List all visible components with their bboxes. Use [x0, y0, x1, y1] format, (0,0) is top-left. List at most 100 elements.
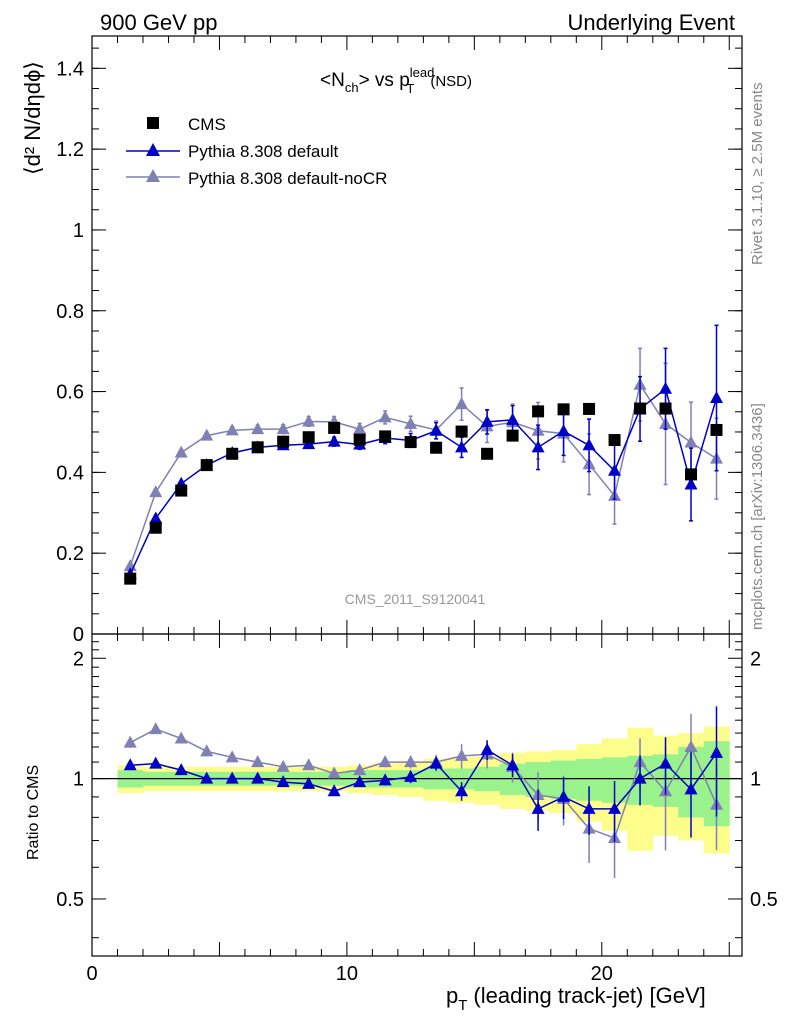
nocr-ratio-point [251, 755, 265, 768]
default-ratio-point [276, 775, 290, 788]
nocr-ratio-line [129, 728, 718, 840]
default-ratio-point [684, 782, 698, 795]
x-tick-label: 20 [591, 963, 613, 985]
default-ratio-point [378, 773, 392, 786]
default-ratio-point [200, 771, 214, 784]
default-point [455, 440, 469, 453]
cms-point [583, 402, 596, 415]
header-left: 900 GeV pp [100, 10, 217, 35]
y-tick-label: 1 [73, 220, 84, 242]
header-right: Underlying Event [567, 10, 735, 35]
nocr-point [276, 422, 290, 435]
cms-point [251, 441, 264, 454]
default-ratio-point [429, 756, 443, 769]
default-ratio-point [225, 771, 239, 784]
default-point [684, 477, 698, 490]
y-tick-label: 0.2 [56, 543, 84, 565]
cms-point [302, 431, 315, 444]
y-axis-label-main: ⟨d² N/dηdϕ⟩ [20, 61, 45, 175]
cms-point [175, 484, 188, 497]
legend-label-cms: CMS [188, 115, 226, 134]
y-tick-label: 0 [73, 624, 84, 646]
nocr-ratio-point [302, 758, 316, 771]
legend-label-nocr: Pythia 8.308 default-noCR [188, 169, 387, 188]
default-ratio-point [506, 758, 520, 771]
nocr-point [684, 435, 698, 448]
ratio-y-tick-label-right: 0.5 [750, 889, 778, 911]
ratio-panel: 0.5 0.51 12 20 10 20 [56, 633, 778, 985]
cms-point [353, 433, 366, 446]
cms-point [455, 425, 468, 438]
default-point [608, 463, 622, 476]
nocr-ratio-point [123, 735, 137, 748]
default-ratio-point [531, 801, 545, 814]
cms-point [149, 521, 162, 534]
nocr-ratio-point [455, 748, 469, 761]
default-ratio-point [710, 745, 724, 758]
nocr-point [404, 416, 418, 429]
legend-marker-default [146, 143, 160, 156]
legend-label-default: Pythia 8.308 default [188, 142, 339, 161]
y-axis-label-ratio: Ratio to CMS [25, 765, 42, 860]
default-point [659, 381, 673, 394]
nocr-point [353, 422, 367, 435]
cms-point [404, 436, 417, 449]
default-ratio-point [327, 784, 341, 797]
cms-point [277, 435, 290, 448]
default-line [129, 387, 718, 575]
nocr-ratio-point [378, 755, 392, 768]
main-panel: 0 0.2 0.4 0.6 0.8 1 1.2 1.4 CMS_2011_S9120041 <… [56, 35, 743, 646]
ratio-frame [91, 633, 743, 957]
cms-point [328, 421, 341, 434]
cms-point [710, 423, 723, 436]
nocr-ratio-point [225, 750, 239, 763]
default-ratio-point [404, 769, 418, 782]
y-tick-label: 1.2 [56, 139, 84, 161]
nocr-point [149, 485, 163, 498]
default-ratio-point [633, 771, 647, 784]
x-tick-label: 10 [336, 963, 358, 985]
cms-point [481, 447, 494, 460]
default-point [582, 438, 596, 451]
default-ratio-point [659, 756, 673, 769]
default-point [149, 511, 163, 524]
default-point [429, 423, 443, 436]
y-tick-label: 1.4 [56, 58, 84, 80]
default-point [531, 440, 545, 453]
default-ratio-point [353, 775, 367, 788]
default-point [480, 414, 494, 427]
nocr-point [378, 410, 392, 423]
ratio-y-tick-label: 2 [73, 648, 84, 670]
main-plot-area: 0 0.2 0.4 0.6 0.8 1 1.2 1.4 [56, 35, 743, 646]
nocr-ratio-point [684, 739, 698, 752]
nocr-ratio-point [149, 722, 163, 735]
default-ratio-point [455, 784, 469, 797]
legend-marker-nocr [146, 169, 160, 182]
default-ratio-point [582, 801, 596, 814]
ratio-y-tick-label-right: 1 [750, 769, 761, 791]
nocr-ratio-point [200, 744, 214, 757]
cms-point [634, 402, 647, 415]
cms-point [430, 441, 443, 454]
nocr-point [200, 428, 214, 441]
cms-point [532, 405, 545, 418]
nocr-point [455, 397, 469, 410]
ratio-y-tick-label: 0.5 [56, 889, 84, 911]
nocr-ratio-point [276, 759, 290, 772]
default-ratio-point [251, 771, 265, 784]
y-tick-label: 0.8 [56, 301, 84, 323]
nocr-point [251, 422, 265, 435]
default-point [557, 424, 571, 437]
x-tick-label: 0 [86, 963, 97, 985]
cms-point [685, 468, 698, 481]
nocr-ratio-point [404, 755, 418, 768]
y-tick-label: 0.6 [56, 382, 84, 404]
default-ratio-point [557, 789, 571, 802]
ratio-plot-area: 0.5 0.51 12 20 10 20 [56, 633, 778, 985]
cms-point [659, 402, 672, 415]
default-point [710, 391, 724, 404]
nocr-point [302, 414, 316, 427]
nocr-ratio-point [327, 766, 341, 779]
nocr-ratio-point [353, 763, 367, 776]
